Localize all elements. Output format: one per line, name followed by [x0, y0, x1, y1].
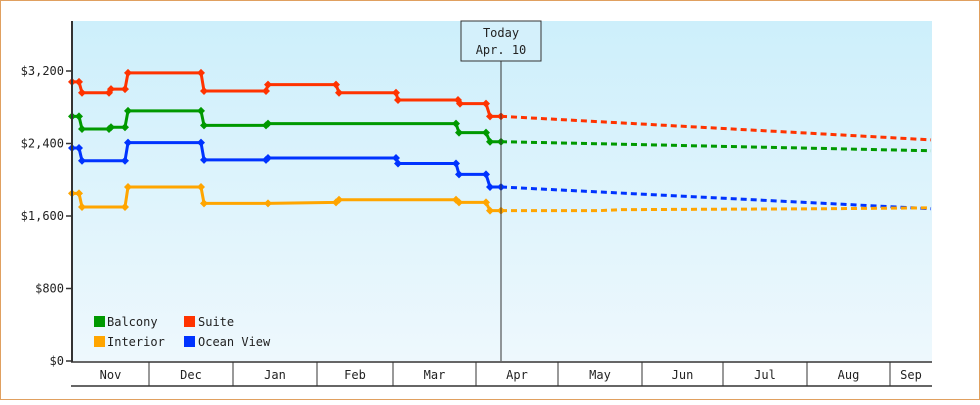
legend-swatch-balcony	[94, 316, 105, 327]
historical-line	[72, 109, 501, 144]
data-point	[107, 85, 115, 94]
y-axis: $0 $800 $1,600 $2,400 $3,200	[21, 21, 73, 368]
data-point	[121, 202, 129, 211]
data-point	[264, 199, 272, 208]
data-point	[455, 170, 463, 179]
data-point	[394, 159, 402, 168]
month-label-apr: Apr	[506, 368, 528, 382]
data-point	[482, 99, 490, 108]
month-label-feb: Feb	[344, 368, 366, 382]
data-point	[124, 106, 132, 115]
data-point	[486, 206, 494, 215]
data-point	[456, 99, 464, 108]
data-point	[197, 68, 205, 77]
month-label-jun: Jun	[672, 368, 694, 382]
data-point	[335, 195, 343, 204]
legend-item-ocean-view: Ocean View	[184, 335, 271, 349]
data-point	[335, 88, 343, 97]
data-point	[78, 125, 86, 133]
month-label-aug: Aug	[838, 368, 860, 382]
data-point	[332, 80, 340, 89]
plot-area	[72, 21, 932, 361]
series-balcony	[68, 106, 932, 153]
today-date: Apr. 10	[476, 43, 527, 57]
data-point	[197, 183, 205, 191]
legend: Balcony Suite Interior Ocean View	[94, 315, 271, 349]
data-point	[455, 198, 463, 207]
data-point	[200, 86, 208, 95]
data-point	[486, 183, 494, 191]
data-point	[200, 155, 208, 164]
data-point	[264, 154, 272, 162]
forecast-line	[500, 185, 932, 211]
data-point	[124, 68, 132, 77]
data-point	[482, 170, 490, 179]
data-point	[78, 88, 86, 97]
data-point	[78, 202, 86, 211]
forecast-line	[500, 140, 932, 153]
data-point	[124, 138, 132, 147]
data-point	[75, 144, 83, 153]
month-label-dec: Dec	[180, 368, 202, 382]
today-label: Today	[483, 26, 519, 40]
data-point	[124, 183, 132, 191]
data-point	[394, 96, 402, 104]
legend-item-interior: Interior	[94, 335, 165, 349]
forecast-line	[501, 206, 932, 213]
month-label-jan: Jan	[264, 368, 286, 382]
data-point	[455, 128, 463, 137]
data-point	[107, 123, 115, 132]
y-tick-label: $800	[35, 282, 64, 296]
data-point	[78, 156, 86, 165]
legend-swatch-interior	[94, 336, 105, 347]
legend-label-ocean-view: Ocean View	[198, 335, 271, 349]
series-ocean-view	[68, 138, 932, 211]
month-label-mar: Mar	[424, 368, 446, 382]
legend-label-interior: Interior	[107, 335, 165, 349]
y-tick-label: $0	[50, 354, 64, 368]
data-point	[75, 112, 83, 121]
data-point	[452, 119, 460, 128]
data-point	[392, 88, 400, 97]
month-label-may: May	[589, 368, 611, 382]
forecast-line	[500, 114, 932, 142]
series-suite	[68, 68, 932, 142]
data-point	[486, 112, 494, 121]
month-label-sep: Sep	[900, 368, 922, 382]
data-point	[482, 198, 490, 207]
data-point	[121, 123, 129, 132]
data-point	[75, 189, 83, 198]
legend-item-balcony: Balcony	[94, 315, 158, 329]
data-point	[452, 159, 460, 168]
data-point	[200, 199, 208, 208]
data-point	[121, 156, 129, 165]
today-marker: Today Apr. 10	[460, 20, 542, 361]
data-point	[264, 119, 272, 128]
data-point	[200, 121, 208, 130]
legend-swatch-ocean-view	[184, 336, 195, 347]
data-point	[197, 106, 205, 115]
data-point	[75, 77, 83, 86]
data-point	[264, 80, 272, 89]
data-point	[197, 138, 205, 147]
y-tick-label: $2,400	[21, 137, 64, 151]
data-point	[482, 128, 490, 137]
legend-swatch-suite	[184, 316, 195, 327]
data-point	[262, 86, 270, 95]
legend-label-balcony: Balcony	[107, 315, 158, 329]
month-label-jul: Jul	[754, 368, 776, 382]
x-axis: Nov Dec Jan Feb Mar Apr May Jun Jul Aug Sep	[71, 361, 932, 387]
legend-item-suite: Suite	[184, 315, 234, 329]
month-label-nov: Nov	[100, 368, 122, 382]
legend-label-suite: Suite	[198, 315, 234, 329]
y-tick-label: $1,600	[21, 209, 64, 223]
data-point	[121, 85, 129, 94]
y-tick-label: $3,200	[21, 64, 64, 78]
data-point	[486, 137, 494, 146]
